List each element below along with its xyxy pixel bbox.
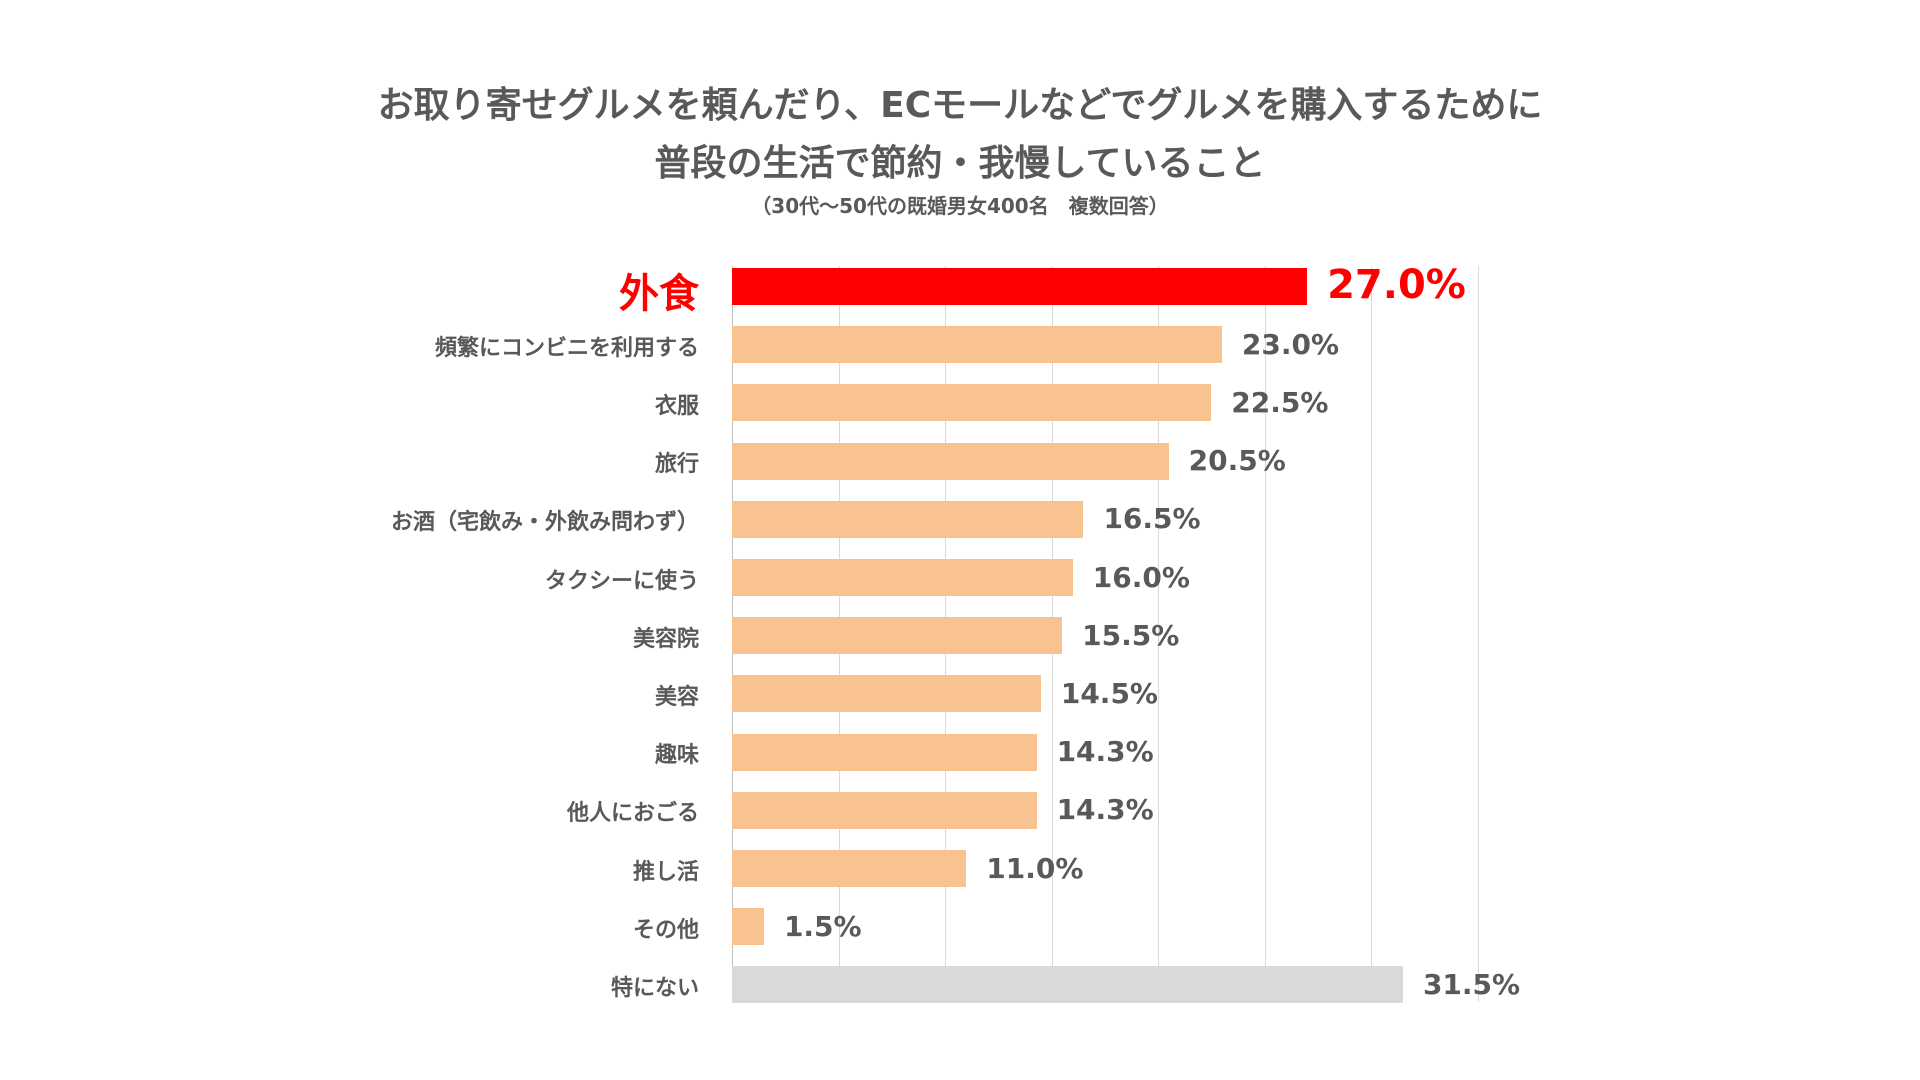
- data-label: 27.0%: [1327, 261, 1466, 308]
- data-label: 14.5%: [1060, 676, 1158, 710]
- category-label: 衣服: [654, 393, 699, 419]
- category-label: 頻繁にコンビニを利用する: [434, 335, 699, 361]
- data-label: 16.5%: [1103, 502, 1201, 536]
- gridline: [1371, 266, 1372, 1002]
- data-label: 14.3%: [1056, 793, 1154, 827]
- bar: [732, 384, 1212, 422]
- gridline: [1158, 266, 1159, 1002]
- data-label: 22.5%: [1231, 385, 1329, 419]
- gridline: [1264, 266, 1266, 1002]
- bar: [732, 559, 1073, 596]
- data-label: 14.3%: [1056, 735, 1154, 769]
- bar: [732, 326, 1222, 364]
- bar: [732, 617, 1063, 655]
- bar: [732, 442, 1169, 480]
- data-label: 23.0%: [1241, 327, 1340, 361]
- category-label: 推し活: [632, 859, 699, 885]
- chart-subtitle: （30代〜50代の既婚男女400名 複数回答）: [751, 194, 1169, 218]
- bar: [732, 268, 1308, 305]
- gridline: [1477, 266, 1479, 1002]
- bar: [732, 908, 764, 946]
- category-label: 他人におごる: [566, 801, 699, 827]
- bar: [732, 850, 967, 887]
- category-label: 特にない: [610, 975, 699, 1001]
- bar: [732, 791, 1037, 829]
- data-label: 16.0%: [1092, 560, 1190, 594]
- bar: [732, 500, 1084, 538]
- data-label: 15.5%: [1082, 618, 1180, 652]
- category-label: 旅行: [654, 452, 699, 478]
- chart-title-line2: 普段の生活で節約・我慢していること: [654, 143, 1266, 184]
- data-label: 20.5%: [1188, 444, 1286, 478]
- category-label: 趣味: [654, 743, 699, 769]
- category-label: 美容: [654, 684, 699, 710]
- category-label: 美容院: [632, 626, 699, 652]
- category-label: タクシーに使う: [544, 568, 699, 594]
- bar: [732, 675, 1041, 713]
- bar: [732, 733, 1037, 771]
- data-label: 11.0%: [986, 851, 1084, 885]
- chart-title: お取り寄せグルメを頼んだり、ECモールなどでグルメを購入するために: [377, 85, 1543, 126]
- data-label: 31.5%: [1422, 967, 1521, 1001]
- category-label: お酒（宅飲み・外飲み問わず）: [390, 510, 699, 536]
- category-label: 外食: [619, 270, 699, 317]
- data-label: 1.5%: [783, 909, 862, 943]
- category-label: その他: [632, 917, 699, 943]
- bar: [732, 966, 1403, 1004]
